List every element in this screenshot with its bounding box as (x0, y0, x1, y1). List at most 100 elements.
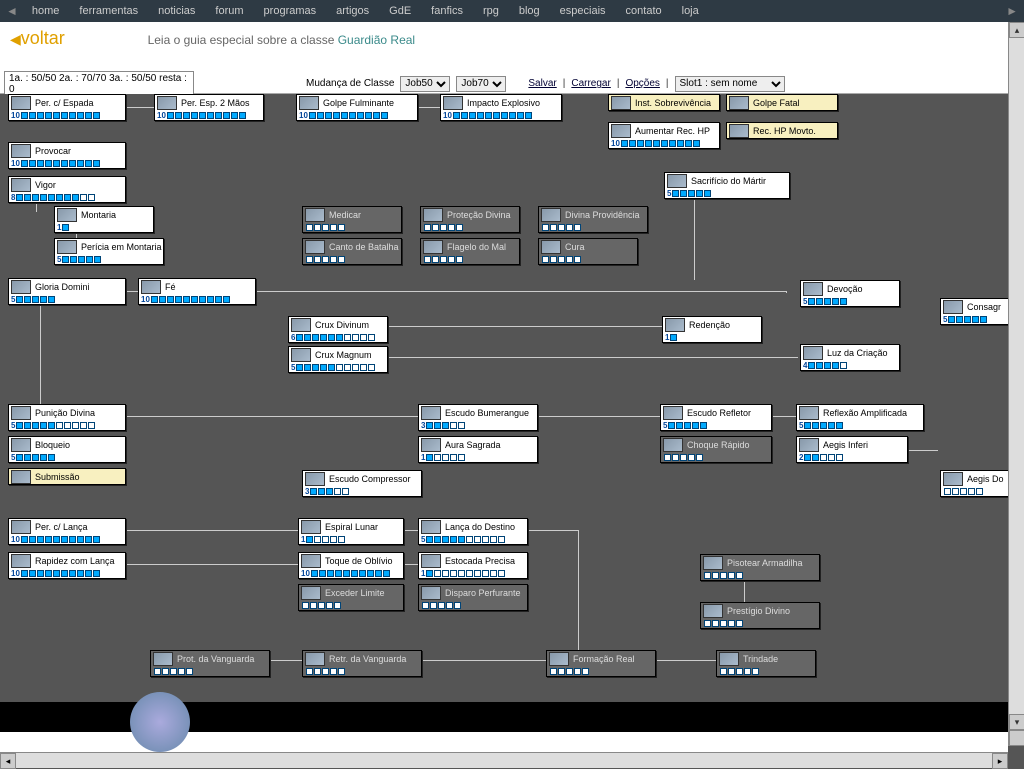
skill-aegis_inf[interactable]: Aegis Inferi2 (796, 436, 908, 463)
skill-choque[interactable]: Choque Rápido (660, 436, 772, 463)
skill-points: 3 (421, 421, 425, 430)
skill-icon (803, 346, 823, 360)
skill-golpe_fulm[interactable]: Golpe Fulminante 10 (296, 94, 418, 121)
skill-inst_sobrev[interactable]: Inst. Sobrevivência (608, 94, 720, 111)
nav-ferramentas[interactable]: ferramentas (69, 2, 148, 20)
skill-fe[interactable]: Fé10 (138, 278, 256, 305)
skill-devocao[interactable]: Devoção5 (800, 280, 900, 307)
skill-golpe_fatal[interactable]: Golpe Fatal (726, 94, 838, 111)
skill-trindade[interactable]: Trindade (716, 650, 816, 677)
scroll-corner (1009, 730, 1024, 746)
skill-name: Reflexão Amplificada (821, 408, 923, 418)
skill-div_prov[interactable]: Divina Providência (538, 206, 648, 233)
nav-fanfics[interactable]: fanfics (421, 2, 473, 20)
skill-estocada[interactable]: Estocada Precisa1 (418, 552, 528, 579)
skill-crux_mag[interactable]: Crux Magnum5 (288, 346, 388, 373)
skill-sacrificio[interactable]: Sacrifício do Mártir5 (664, 172, 790, 199)
class-change-label: Mudança de Classe (306, 78, 394, 89)
skill-rec_hp[interactable]: Rec. HP Movto. (726, 122, 838, 139)
skill-escudo_bum[interactable]: Escudo Bumerangue3 (418, 404, 538, 431)
skill-punicao[interactable]: Punição Divina5 (8, 404, 126, 431)
skill-impacto[interactable]: Impacto Explosivo10 (440, 94, 562, 121)
skill-flagelo[interactable]: Flagelo do Mal (420, 238, 520, 265)
skill-aura[interactable]: Aura Sagrada1 (418, 436, 538, 463)
skill-points: 1 (301, 535, 305, 544)
vertical-scrollbar[interactable]: ▴ ▾ (1008, 22, 1024, 746)
scroll-right-icon[interactable]: ▸ (992, 753, 1008, 769)
skill-montaria[interactable]: Montaria1 (54, 206, 154, 233)
job50-select[interactable]: Job50 (400, 76, 450, 92)
skill-prot_vang[interactable]: Prot. da Vanguarda (150, 650, 270, 677)
skill-exceder[interactable]: Exceder Limite (298, 584, 404, 611)
nav-forum[interactable]: forum (205, 2, 253, 20)
load-link[interactable]: Carregar (571, 78, 610, 89)
skill-vigor[interactable]: Vigor8 (8, 176, 126, 203)
nav-loja[interactable]: loja (672, 2, 709, 20)
skill-points: 2 (799, 453, 803, 462)
slot-select[interactable]: Slot1 : sem nome (675, 76, 785, 92)
skill-per_espada[interactable]: Per. c/ Espada10 (8, 94, 126, 121)
nav-next-icon[interactable]: ► (1004, 4, 1020, 18)
nav-rpg[interactable]: rpg (473, 2, 509, 20)
skill-bloqueio[interactable]: Bloqueio5 (8, 436, 126, 463)
skill-crux_div[interactable]: Crux Divinum6 (288, 316, 388, 343)
nav-noticias[interactable]: noticias (148, 2, 205, 20)
skill-points: 10 (299, 111, 308, 120)
skill-reflexao[interactable]: Reflexão Amplificada5 (796, 404, 924, 431)
skill-redencao[interactable]: Redenção1 (662, 316, 762, 343)
scroll-up-icon[interactable]: ▴ (1009, 22, 1024, 38)
skill-gloria[interactable]: Gloria Domini5 (8, 278, 126, 305)
nav-blog[interactable]: blog (509, 2, 550, 20)
skill-toque[interactable]: Toque de Oblívio10 (298, 552, 404, 579)
skill-escudo_ref[interactable]: Escudo Refletor5 (660, 404, 772, 431)
control-bar: 1a. : 50/50 2a. : 70/70 3a. : 50/50 rest… (0, 74, 1024, 94)
job70-select[interactable]: Job70 (456, 76, 506, 92)
skill-icon (291, 318, 311, 332)
skill-name: Disparo Perfurante (443, 588, 527, 598)
skill-formacao[interactable]: Formação Real (546, 650, 656, 677)
header: ◀voltar Leia o guia especial sobre a cla… (0, 22, 1024, 74)
back-link[interactable]: ◀voltar (10, 28, 65, 48)
skill-escudo_comp[interactable]: Escudo Compressor3 (302, 470, 422, 497)
scroll-left-icon[interactable]: ◂ (0, 753, 16, 769)
skill-aegis_do[interactable]: Aegis Do (940, 470, 1010, 497)
skill-icon (443, 96, 463, 110)
skill-espiral[interactable]: Espiral Lunar1 (298, 518, 404, 545)
skill-prot_divina[interactable]: Proteção Divina (420, 206, 520, 233)
nav-especiais[interactable]: especiais (550, 2, 616, 20)
nav-contato[interactable]: contato (616, 2, 672, 20)
nav-prev-icon[interactable]: ◄ (4, 4, 20, 18)
skill-aum_hp[interactable]: Aumentar Rec. HP10 (608, 122, 720, 149)
skill-icon (11, 280, 31, 294)
options-link[interactable]: Opções (625, 78, 659, 89)
skill-pericia_mont[interactable]: Perícia em Montaria5 (54, 238, 164, 265)
save-link[interactable]: Salvar (528, 78, 556, 89)
nav-GdE[interactable]: GdE (379, 2, 421, 20)
skill-name: Escudo Compressor (327, 474, 421, 484)
nav-artigos[interactable]: artigos (326, 2, 379, 20)
skill-retr_vang[interactable]: Retr. da Vanguarda (302, 650, 422, 677)
skill-icon (301, 554, 321, 568)
skill-canto[interactable]: Canto de Batalha (302, 238, 402, 265)
nav-programas[interactable]: programas (254, 2, 327, 20)
nav-home[interactable]: home (22, 2, 70, 20)
skill-submissao[interactable]: Submissão (8, 468, 126, 485)
skill-disparo[interactable]: Disparo Perfurante (418, 584, 528, 611)
skill-provocar[interactable]: Provocar10 (8, 142, 126, 169)
skill-rapidez[interactable]: Rapidez com Lança10 (8, 552, 126, 579)
skill-cura[interactable]: Cura (538, 238, 638, 265)
class-link[interactable]: Guardião Real (338, 33, 415, 47)
skill-medicar[interactable]: Medicar (302, 206, 402, 233)
skill-consagr[interactable]: Consagr5 (940, 298, 1010, 325)
skill-pisotear[interactable]: Pisotear Armadilha (700, 554, 820, 581)
scroll-down-icon[interactable]: ▾ (1009, 714, 1024, 730)
skill-per_2maos[interactable]: Per. Esp. 2 Mãos10 (154, 94, 264, 121)
skill-lanca_dest[interactable]: Lança do Destino5 (418, 518, 528, 545)
skill-per_lanca[interactable]: Per. c/ Lança10 (8, 518, 126, 545)
skill-luz[interactable]: Luz da Criação4 (800, 344, 900, 371)
skill-points: 1 (421, 453, 425, 462)
skill-icon (421, 586, 441, 600)
skill-prestigio[interactable]: Prestígio Divino (700, 602, 820, 629)
horizontal-scrollbar[interactable]: ◂ ▸ (0, 752, 1008, 768)
skill-name: Golpe Fulminante (321, 98, 417, 108)
